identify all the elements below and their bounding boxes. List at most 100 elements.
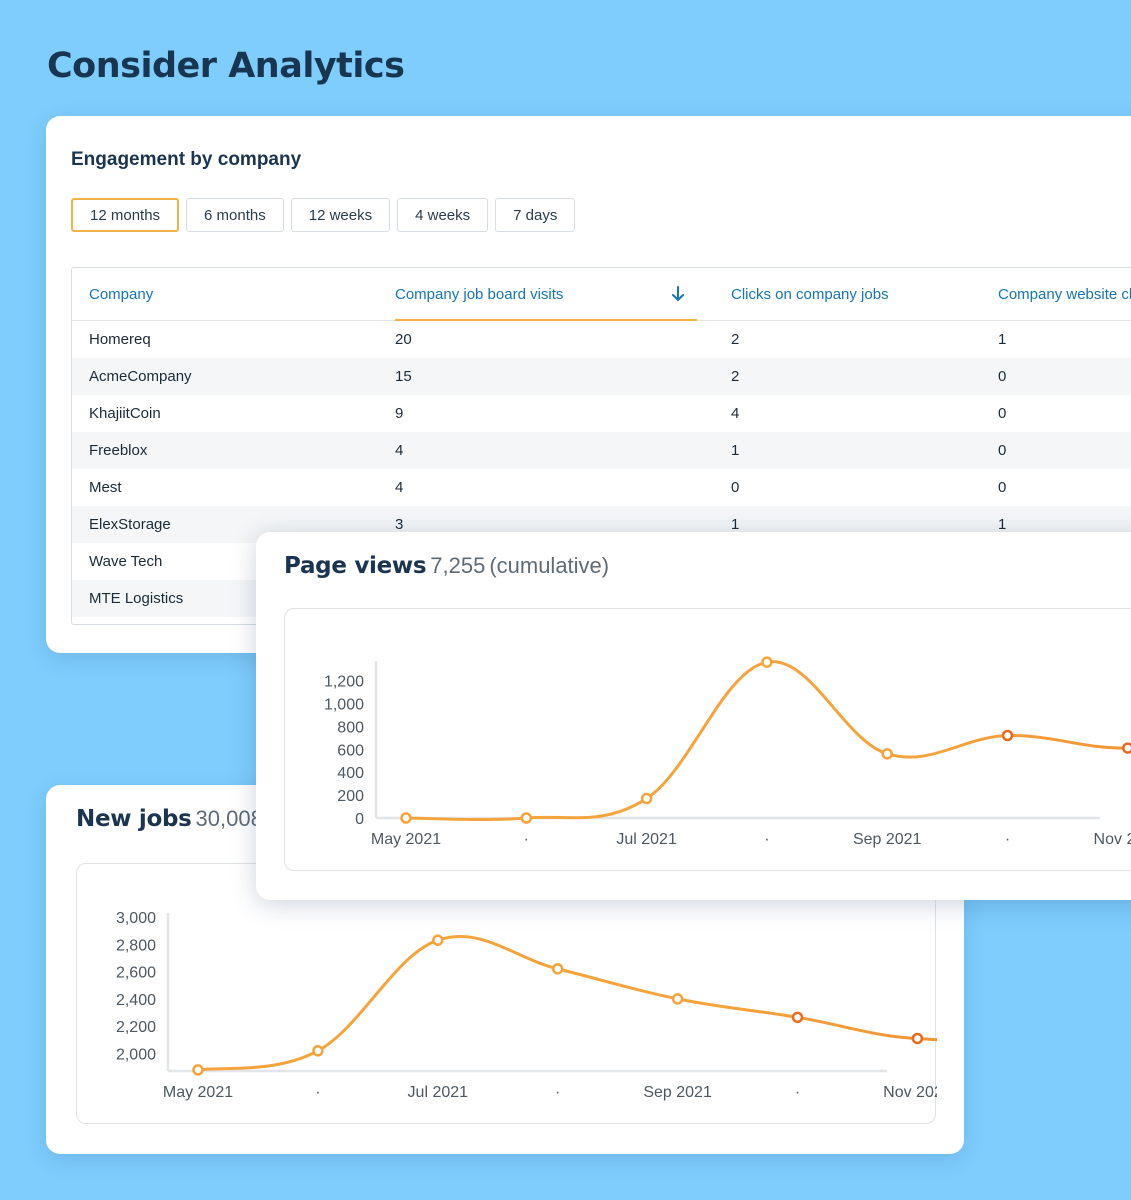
- page-views-suffix: (cumulative): [489, 553, 610, 578]
- table-row[interactable]: KhajiitCoin 9 4 0: [72, 395, 1131, 432]
- new-jobs-data-point[interactable]: [911, 1032, 924, 1045]
- page-views-y-tick-label: 1,000: [324, 696, 364, 713]
- new-jobs-chart-panel: 2,000 2,200 2,400 2,600 2,800 3,000 May 2021 · J…: [76, 863, 1131, 1124]
- page-views-x-tick-label: ·: [764, 831, 769, 848]
- cell-website: 0: [998, 479, 1007, 496]
- cell-clicks: 0: [731, 479, 740, 496]
- new-jobs-x-tick-label: Nov 2021: [883, 1084, 937, 1101]
- table-row[interactable]: Mest 4 0 0: [72, 469, 1131, 506]
- new-jobs-total: 30,008: [195, 806, 263, 831]
- cell-visits: 9: [395, 405, 404, 422]
- new-jobs-data-point[interactable]: [312, 1045, 324, 1057]
- new-jobs-y-tick-label: 2,200: [116, 1019, 156, 1036]
- page-views-y-tick-label: 200: [337, 788, 364, 805]
- page-views-x-tick-label: Sep 2021: [853, 831, 922, 848]
- cell-website: 0: [998, 442, 1007, 459]
- table-row[interactable]: Homereq 20 2 1: [72, 321, 1131, 358]
- cell-company: Wave Tech: [89, 553, 163, 570]
- tab-7-days[interactable]: 7 days: [495, 198, 576, 232]
- page-views-data-point[interactable]: [881, 748, 893, 760]
- column-clicks-on-jobs[interactable]: Clicks on company jobs: [731, 286, 889, 303]
- table-header: Company Company job board visits Clicks …: [72, 268, 1131, 321]
- page-views-data-point[interactable]: [400, 812, 412, 824]
- page-views-x-tick-label: Nov 2021: [1094, 831, 1131, 848]
- page-views-data-point[interactable]: [640, 792, 653, 805]
- page-views-y-tick-label: 600: [337, 742, 364, 759]
- cell-visits: 3: [395, 516, 404, 533]
- page-views-x-tick-label: ·: [524, 831, 529, 848]
- page-views-y-tick-label: 0: [355, 811, 364, 828]
- new-jobs-chart: 2,000 2,200 2,400 2,600 2,800 3,000 May 2021 · J…: [116, 910, 1131, 1101]
- new-jobs-data-point[interactable]: [791, 1011, 804, 1024]
- cell-clicks: 1: [731, 516, 740, 533]
- table-row[interactable]: Wave Tech: [72, 543, 1131, 580]
- page-views-total: 7,255: [430, 553, 486, 578]
- page-views-card: Page views 7,255 (cumulative) 0 200 400 600 80…: [256, 532, 1131, 900]
- page-views-y-tick-label: 800: [337, 719, 364, 736]
- new-jobs-heading: New jobs 30,008: [76, 806, 263, 832]
- new-jobs-data-point[interactable]: [192, 1064, 204, 1076]
- new-jobs-x-tick-label: ·: [795, 1084, 800, 1101]
- new-jobs-data-point[interactable]: [671, 993, 684, 1005]
- new-jobs-x-tick-label: ·: [315, 1084, 320, 1101]
- column-job-board-visits[interactable]: Company job board visits: [395, 286, 564, 303]
- table-row[interactable]: AcmeCompany 15 2 0: [72, 358, 1131, 395]
- new-jobs-y-tick-label: 2,800: [116, 937, 156, 954]
- column-website-clicks[interactable]: Company website cl: [998, 286, 1131, 303]
- cell-visits: 15: [395, 368, 412, 385]
- new-jobs-x-tick-label: May 2021: [163, 1084, 233, 1101]
- tab-12-months[interactable]: 12 months: [71, 198, 180, 232]
- new-jobs-x-tick-label: Sep 2021: [643, 1084, 712, 1101]
- cell-company: AcmeCompany: [89, 368, 192, 385]
- tab-12-weeks[interactable]: 12 weeks: [290, 198, 391, 232]
- column-company[interactable]: Company: [89, 286, 154, 303]
- page-views-data-point[interactable]: [1001, 729, 1014, 742]
- new-jobs-x-tick-label: ·: [555, 1084, 560, 1101]
- cell-visits: 20: [395, 331, 412, 348]
- cell-company: Mest: [89, 479, 122, 496]
- cell-clicks: 2: [731, 331, 740, 348]
- period-tabs: 12 months 6 months 12 weeks 4 weeks 7 da…: [71, 198, 576, 232]
- page-views-y-tick-label: 1,200: [324, 674, 364, 691]
- cell-company: Homereq: [89, 331, 151, 348]
- page-views-chart-panel: 0 200 400 600 800 1,000 1,200 May 2021 · Jul 2021…: [284, 608, 1131, 871]
- page-views-title: Page views: [284, 553, 427, 579]
- cell-website: 1: [998, 516, 1007, 533]
- cell-clicks: 1: [731, 442, 740, 459]
- new-jobs-y-tick-label: 2,000: [116, 1047, 156, 1064]
- cell-website: 0: [998, 368, 1007, 385]
- cell-clicks: 2: [731, 368, 740, 385]
- page-views-x-tick-label: May 2021: [371, 831, 441, 848]
- new-jobs-data-point[interactable]: [432, 934, 444, 946]
- new-jobs-series-line: [196, 934, 1131, 1072]
- cell-website: 0: [998, 405, 1007, 422]
- tab-6-months[interactable]: 6 months: [186, 198, 284, 232]
- page-title: Consider Analytics: [47, 46, 405, 86]
- new-jobs-data-point[interactable]: [551, 963, 564, 975]
- page-views-x-tick-label: Jul 2021: [616, 831, 677, 848]
- arrow-down-icon[interactable]: [670, 285, 686, 303]
- page-views-y-tick-label: 400: [337, 765, 364, 782]
- cell-company: Freeblox: [89, 442, 148, 459]
- page-views-data-point[interactable]: [1122, 742, 1131, 754]
- tab-4-weeks[interactable]: 4 weeks: [397, 198, 489, 232]
- page-views-data-point[interactable]: [520, 812, 533, 824]
- cell-company: MTE Logistics: [89, 590, 184, 607]
- page-views-chart: 0 200 400 600 800 1,000 1,200 May 2021 · Jul 2021…: [324, 656, 1131, 848]
- new-jobs-y-tick-label: 2,400: [116, 992, 156, 1009]
- page-views-x-tick-label: ·: [1005, 831, 1010, 848]
- cell-company: ElexStorage: [89, 516, 171, 533]
- cell-website: 1: [998, 331, 1007, 348]
- cell-company: KhajiitCoin: [89, 405, 161, 422]
- page-views-heading: Page views 7,255 (cumulative): [284, 553, 609, 579]
- sort-indicator: [395, 319, 697, 321]
- new-jobs-y-tick-label: 3,000: [116, 910, 156, 927]
- cell-visits: 4: [395, 442, 404, 459]
- engagement-title: Engagement by company: [71, 149, 302, 170]
- cell-visits: 4: [395, 479, 404, 496]
- cell-clicks: 4: [731, 405, 740, 422]
- page-views-data-point[interactable]: [761, 656, 773, 668]
- table-row[interactable]: Freeblox 4 1 0: [72, 432, 1131, 469]
- new-jobs-x-tick-label: Jul 2021: [408, 1084, 469, 1101]
- new-jobs-y-tick-label: 2,600: [116, 965, 156, 982]
